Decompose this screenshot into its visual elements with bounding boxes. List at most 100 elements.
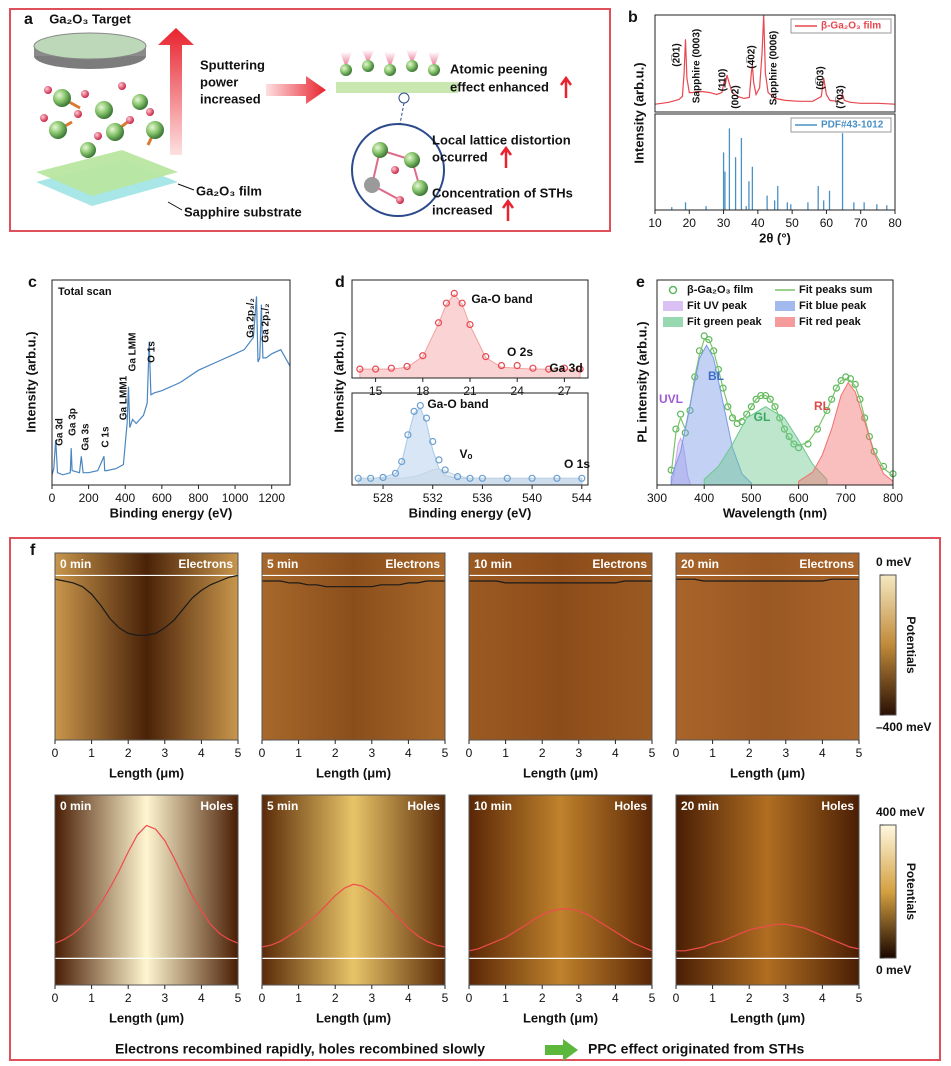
x-tick-label: 0 [466, 746, 473, 760]
data-point [578, 474, 586, 482]
x-tick-label: 4 [198, 991, 205, 1005]
x-tick-label: 3 [575, 991, 582, 1005]
profile-line [54, 574, 239, 636]
legend-swatch [668, 285, 678, 295]
substrate-label: Sapphire substrate [184, 204, 302, 219]
legend-box [790, 18, 892, 34]
profile-line [262, 580, 445, 588]
profile-line [468, 908, 653, 952]
colorbar-tick-label: 0 meV [876, 963, 911, 977]
annotation: O 1s [564, 457, 590, 471]
data-point [733, 419, 741, 428]
map-time: 5 min [267, 799, 298, 813]
data-point [403, 362, 411, 371]
x-tick-label: 3 [368, 991, 375, 1005]
colorbar-label: Potentials [904, 863, 918, 921]
x-tick-label: 5 [442, 991, 449, 1005]
x-tick-label: 15 [369, 384, 383, 398]
data-point [372, 365, 380, 373]
x-tick-label: 400 [694, 491, 714, 505]
x-tick-label: 500 [741, 491, 761, 505]
data-point [453, 473, 462, 481]
data-point [434, 319, 443, 327]
x-tick-label: 200 [79, 491, 99, 505]
distortion-label: occurred [432, 149, 488, 164]
data-point [714, 365, 722, 374]
x-tick-label: 18 [416, 384, 430, 398]
x-axis-label: Binding energy (eV) [110, 505, 233, 520]
pointer [167, 201, 183, 211]
data-point [842, 373, 850, 381]
data-point [837, 377, 845, 385]
annotation: O 1s [147, 341, 158, 363]
data-point [429, 437, 437, 446]
x-tick-label: 1 [709, 991, 716, 1005]
plot-frame [54, 794, 239, 986]
data-point [865, 432, 874, 441]
profile-line [261, 883, 446, 948]
plot-frame [54, 552, 239, 741]
data-point [478, 474, 487, 482]
panel-label: e [636, 274, 645, 291]
data-point [354, 474, 362, 482]
plot-frame [468, 552, 653, 741]
x-axis-label: Length (μm) [316, 1010, 391, 1025]
data-point [513, 361, 521, 370]
map-time: 20 min [681, 557, 719, 571]
panel-frame [9, 8, 611, 232]
x-tick-label: 1 [502, 991, 509, 1005]
x-tick-label: 1 [295, 746, 302, 760]
data-point [466, 474, 474, 482]
legend-label: Fit green peak [687, 316, 762, 328]
x-tick-label: 2 [332, 991, 339, 1005]
data-point [700, 332, 708, 340]
colorbar-tick-label: 0 meV [876, 555, 911, 569]
map-carrier: Holes [614, 799, 647, 813]
peening-label: effect enhanced [450, 79, 549, 94]
x-tick-label: 20 [683, 216, 697, 230]
peening-label: Atomic peening [450, 61, 548, 76]
x-tick-label: 4 [819, 746, 826, 760]
data-point [528, 474, 536, 482]
annotation: RL [814, 399, 830, 413]
legend-label: Fit blue peak [799, 300, 867, 312]
x-tick-label: 4 [612, 991, 619, 1005]
data-point [391, 469, 400, 477]
sths-label: Concentration of STHs [432, 185, 573, 200]
colorbar [879, 574, 897, 716]
zoom-marker [398, 92, 410, 104]
arrow [499, 145, 513, 168]
data-point [828, 395, 836, 403]
x-tick-label: 2 [539, 746, 546, 760]
x-tick-label: 1 [295, 991, 302, 1005]
map-time: 20 min [681, 799, 719, 813]
annotation: (4̅02) [746, 45, 758, 68]
potential-map [469, 553, 652, 740]
data-point [387, 364, 395, 372]
annotation: Ga 3s [81, 423, 92, 451]
data-point [790, 440, 798, 448]
x-tick-label: 0 [673, 746, 680, 760]
potential-map [676, 795, 859, 985]
y-axis-label: Intensity (arb.u.) [331, 331, 346, 432]
data-point [785, 432, 793, 441]
map-carrier: Electrons [385, 557, 440, 571]
x-tick-label: 0 [673, 991, 680, 1005]
data-point [482, 353, 490, 361]
map-carrier: Holes [200, 799, 233, 813]
data-point [747, 403, 756, 411]
x-tick-label: 1200 [258, 491, 285, 505]
x-tick-label: 4 [612, 746, 619, 760]
map-time: 0 min [60, 557, 91, 571]
x-axis-label: 2θ (°) [759, 230, 791, 245]
x-tick-label: 5 [235, 991, 242, 1005]
legend-swatch [775, 301, 795, 311]
data-point [466, 320, 474, 329]
x-axis-label: Binding energy (eV) [409, 505, 532, 520]
y-axis-label: Intensity (arb.u.) [631, 62, 646, 163]
plot-frame [468, 794, 653, 986]
data-point [435, 456, 443, 464]
data-point [846, 375, 855, 383]
annotation: Vₒ [460, 447, 473, 461]
data-point [503, 474, 511, 482]
